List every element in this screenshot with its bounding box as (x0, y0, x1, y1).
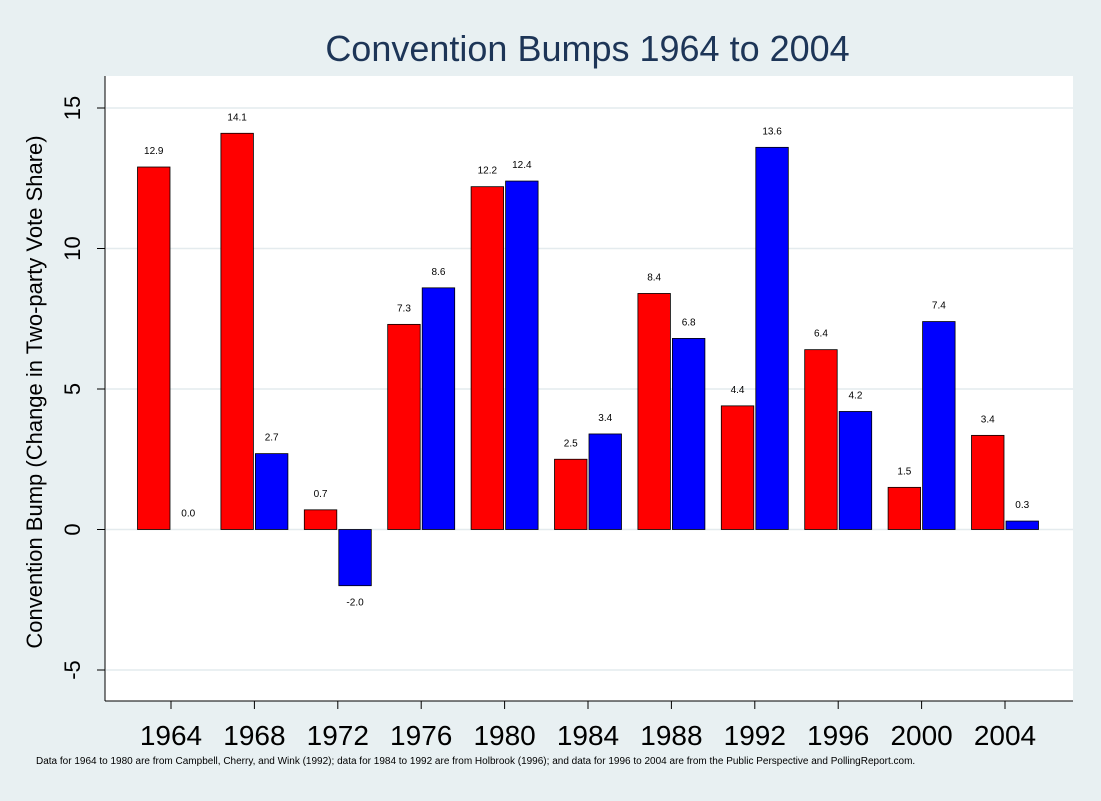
red-bar (720, 405, 755, 530)
data-label: 1.5 (897, 466, 911, 477)
x-tick-label: 1964 (140, 720, 202, 751)
data-label: 4.4 (731, 385, 745, 396)
y-tick-label: 5 (60, 383, 85, 395)
y-axis-label: Convention Bump (Change in Two-party Vot… (22, 135, 47, 648)
data-label: -2.0 (346, 598, 364, 609)
data-labels: 12.9 0.0 14.1 2.7 0.7 -2.0 7.3 8.6 12.2 12.4 2.5 3.… (144, 112, 1030, 608)
x-tick-label: 2004 (974, 720, 1036, 751)
red-bar (971, 434, 1005, 530)
red-bar (804, 349, 838, 530)
x-ticks: 1964 1968 1972 1976 1980 1984 1988 1992 1996 2000… (140, 701, 1036, 751)
y-tick-label: 15 (60, 96, 85, 120)
data-label: 7.4 (932, 301, 946, 312)
data-label: 12.9 (144, 146, 164, 157)
blue-bar (421, 287, 456, 530)
data-label: 6.8 (682, 317, 696, 328)
red-bar (637, 293, 671, 530)
data-label: 14.1 (227, 112, 247, 123)
data-label: 2.7 (265, 433, 279, 444)
data-label: 8.4 (647, 272, 661, 283)
x-tick-label: 1972 (307, 720, 369, 751)
x-tick-label: 1996 (807, 720, 869, 751)
data-label: 0.7 (314, 489, 328, 500)
data-label: 7.3 (397, 303, 411, 314)
blue-bar (1005, 520, 1039, 530)
y-tick-label: -5 (60, 660, 85, 680)
blue-bar (254, 453, 289, 530)
data-label: 3.4 (598, 413, 612, 424)
y-ticks: -5 0 5 10 15 (60, 96, 105, 680)
red-bar (387, 323, 421, 530)
blue-bar (922, 321, 956, 530)
blue-bar (505, 180, 539, 530)
chart-title: Convention Bumps 1964 to 2004 (325, 28, 850, 69)
source-note: Data for 1964 to 1980 are from Campbell,… (36, 756, 916, 767)
blue-bar (755, 146, 789, 530)
data-label: 12.2 (478, 166, 498, 177)
bars (137, 132, 1039, 587)
blue-bar (838, 411, 873, 530)
blue-bar (672, 338, 706, 530)
data-label: 8.6 (431, 267, 445, 278)
blue-bar (338, 529, 372, 587)
red-bar (220, 132, 254, 530)
data-label: 12.4 (512, 160, 532, 171)
data-label: 0.0 (181, 509, 195, 520)
red-bar (303, 509, 338, 530)
red-bar (137, 166, 171, 530)
data-label: 4.2 (848, 390, 862, 401)
y-tick-label: 0 (60, 523, 85, 535)
x-tick-label: 2000 (890, 720, 952, 751)
x-tick-label: 1984 (557, 720, 619, 751)
data-label: 2.5 (564, 438, 578, 449)
x-tick-label: 1988 (640, 720, 702, 751)
data-label: 6.4 (814, 329, 828, 340)
x-tick-label: 1992 (724, 720, 786, 751)
y-tick-label: 10 (60, 236, 85, 260)
red-bar (554, 458, 588, 530)
blue-bar (588, 433, 622, 530)
red-bar (887, 486, 921, 530)
data-label: 0.3 (1015, 500, 1029, 511)
data-label: 3.4 (981, 414, 995, 425)
red-bar (470, 186, 505, 530)
x-tick-label: 1976 (390, 720, 452, 751)
data-label: 13.6 (762, 126, 782, 137)
x-tick-label: 1980 (473, 720, 535, 751)
x-tick-label: 1968 (223, 720, 285, 751)
